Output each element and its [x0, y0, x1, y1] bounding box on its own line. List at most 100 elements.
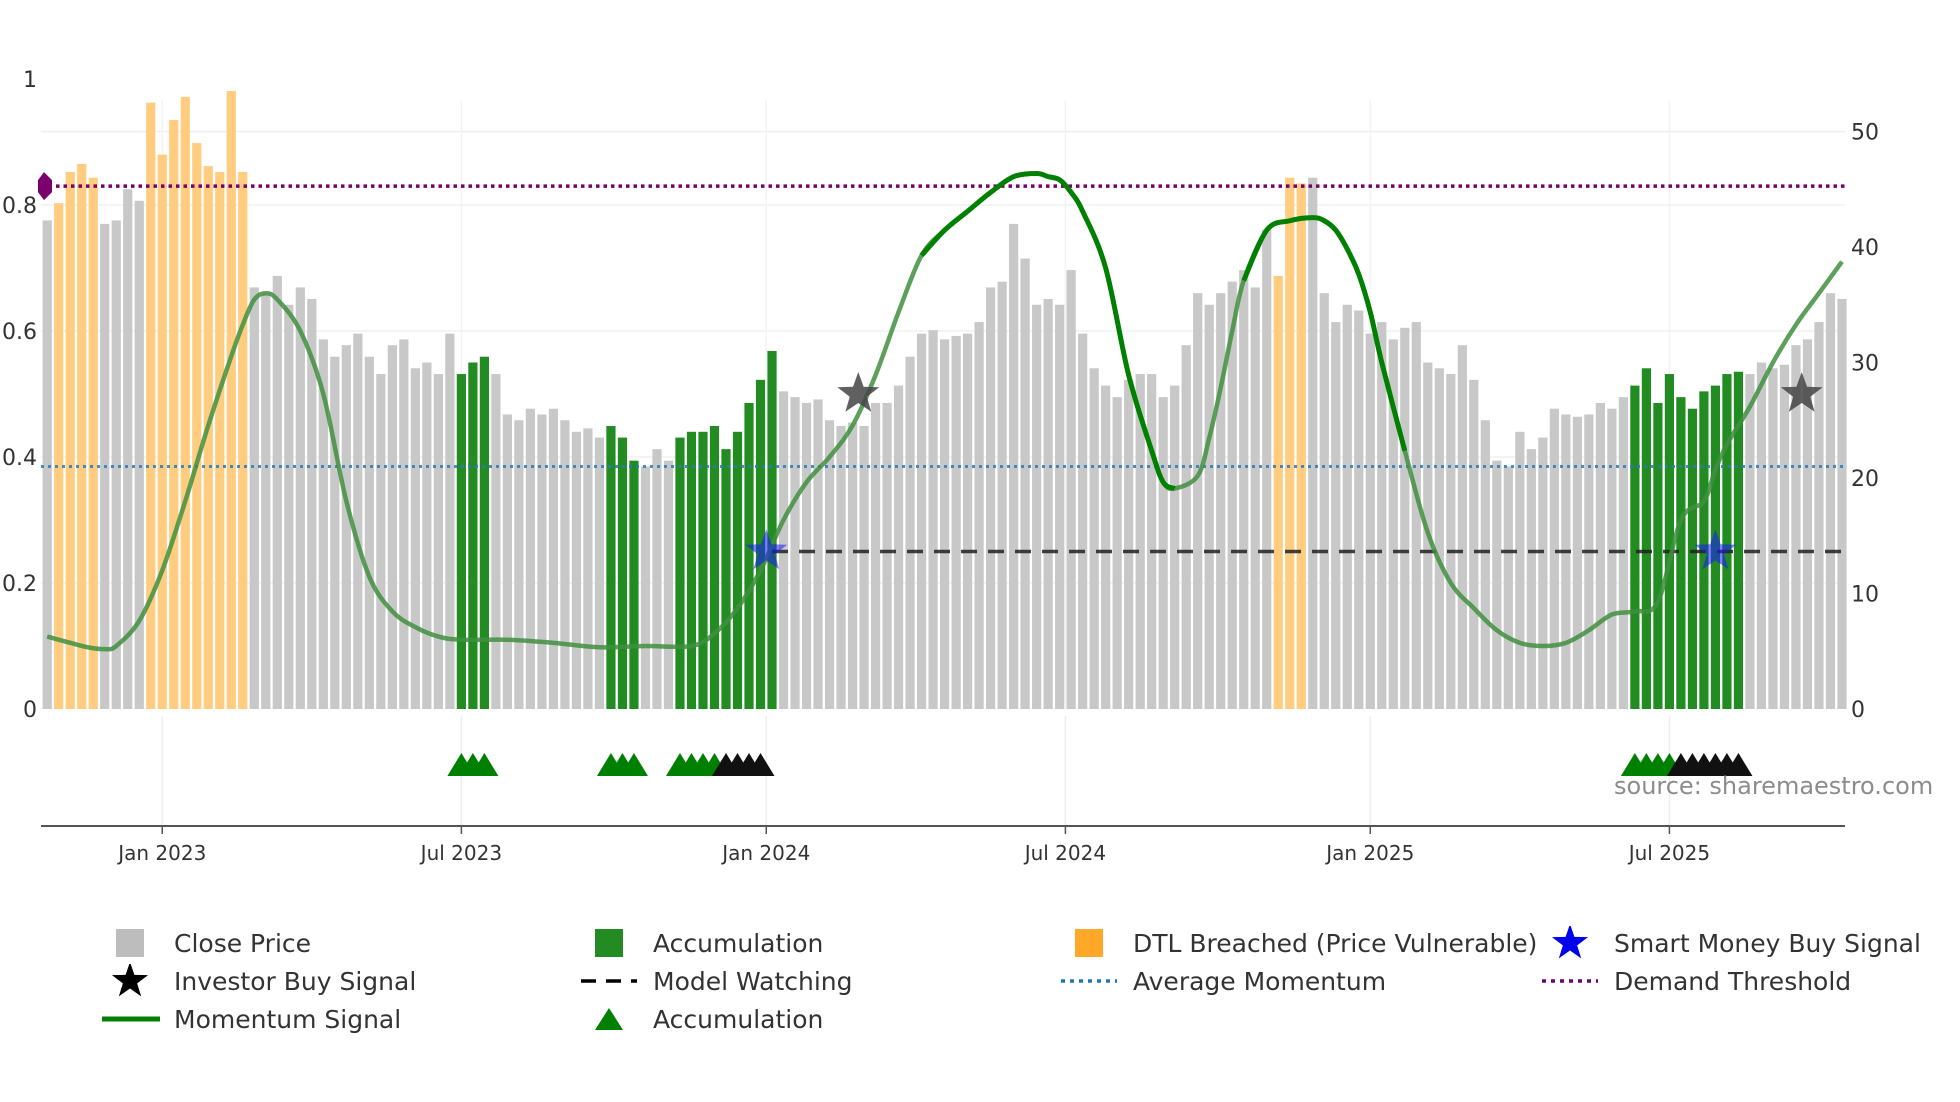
bar-close-price — [422, 362, 432, 709]
bar-close-price — [928, 330, 938, 709]
bar-close-price — [1549, 408, 1559, 709]
bar-accumulation — [606, 426, 616, 709]
bar-close-price — [560, 420, 570, 709]
axes: Jan 2023 Jul 2023 Jan 2024 Jul 2024 Jan 2025… — [2, 68, 1879, 865]
bar-close-price — [1446, 374, 1456, 709]
bar-close-price — [1055, 304, 1065, 709]
bar-close-price — [1492, 460, 1502, 709]
y-right-tick-label: 20 — [1851, 467, 1879, 492]
bar-dtl-breached — [146, 102, 156, 709]
bar-dtl-breached — [88, 177, 98, 709]
bar-dtl-breached — [1296, 183, 1306, 710]
bar-accumulation — [675, 437, 685, 709]
y-left-tick-label: 0.4 — [2, 446, 37, 471]
bar-close-price — [295, 287, 305, 709]
bar-close-price — [1135, 374, 1145, 709]
bar-close-price — [330, 356, 340, 709]
x-tick-label: Jan 2023 — [116, 841, 206, 865]
bar-close-price — [571, 431, 582, 709]
y-right-tick-label: 0 — [1851, 698, 1865, 723]
y-left-tick-label: 1 — [23, 68, 37, 93]
bar-close-price — [847, 422, 858, 709]
accumulation-marker — [619, 753, 648, 776]
bar-close-price — [986, 287, 996, 709]
bar-series — [42, 91, 1847, 710]
bar-dtl-breached — [77, 163, 87, 710]
x-tick-label: Jul 2024 — [1023, 841, 1106, 865]
bar-close-price — [1561, 414, 1571, 709]
bar-close-price — [1101, 385, 1111, 709]
bar-close-price — [893, 385, 904, 709]
bar-dtl-breached — [226, 91, 236, 709]
bar-close-price — [1802, 339, 1813, 709]
bar-close-price — [916, 333, 927, 709]
bar-close-price — [1262, 229, 1272, 710]
bar-close-price — [997, 281, 1007, 709]
y-right-tick-label: 10 — [1851, 583, 1879, 608]
bar-accumulation — [709, 426, 720, 709]
bar-close-price — [1250, 287, 1260, 709]
bar-close-price — [1342, 304, 1352, 709]
bar-close-price — [111, 220, 121, 709]
bar-accumulation — [1676, 397, 1686, 709]
bar-close-price — [663, 460, 674, 709]
bar-close-price — [1756, 362, 1767, 709]
bar-dtl-breached — [157, 154, 167, 710]
bar-close-price — [1227, 281, 1237, 709]
momentum-signal-strong — [1241, 215, 1408, 452]
bar-close-price — [813, 399, 823, 709]
bar-close-price — [1825, 293, 1836, 709]
bar-close-price — [134, 200, 144, 710]
bar-close-price — [1745, 374, 1755, 709]
bar-close-price — [652, 449, 662, 709]
smart-money-buy-signal — [1694, 529, 1737, 570]
bar-close-price — [1791, 345, 1801, 709]
bar-accumulation — [1733, 371, 1744, 709]
bar-close-price — [1147, 374, 1157, 709]
y-left-tick-label: 0 — [23, 698, 37, 723]
reference-lines — [38, 172, 1845, 554]
bar-close-price — [1503, 466, 1513, 709]
bar-accumulation — [686, 431, 697, 709]
bar-close-price — [284, 304, 294, 709]
bar-close-price — [272, 275, 282, 709]
y-left-tick-label: 0.6 — [2, 320, 37, 345]
bar-dtl-breached — [180, 96, 190, 710]
bar-accumulation — [1687, 408, 1698, 709]
bar-dtl-breached — [1273, 275, 1283, 709]
bar-close-price — [882, 402, 892, 709]
y-right-tick-label: 40 — [1851, 236, 1879, 261]
bar-dtl-breached — [54, 203, 64, 710]
x-tick-label: Jan 2024 — [720, 841, 810, 865]
investor-buy-signal — [837, 372, 880, 412]
bar-close-price — [1526, 449, 1536, 709]
accumulation-marker-dark — [1724, 753, 1753, 776]
bar-close-price — [594, 437, 605, 709]
bar-close-price — [1469, 379, 1479, 709]
bar-close-price — [859, 426, 869, 709]
x-tick-label: Jan 2025 — [1324, 841, 1414, 865]
bar-close-price — [974, 322, 984, 709]
bar-dtl-breached — [203, 166, 213, 709]
bar-close-price — [1308, 177, 1318, 709]
bar-accumulation — [767, 350, 777, 709]
investor-buy-signal — [1780, 372, 1823, 412]
bar-close-price — [376, 374, 386, 709]
bar-close-price — [1768, 368, 1778, 709]
bar-close-price — [1216, 293, 1226, 709]
bar-close-price — [548, 408, 559, 709]
bar-close-price — [1572, 416, 1582, 709]
bar-close-price — [905, 356, 915, 709]
bar-close-price — [1331, 322, 1341, 709]
accumulation-marker-dark — [746, 753, 775, 776]
bar-close-price — [1607, 408, 1617, 709]
bar-close-price — [249, 287, 259, 709]
bar-close-price — [1239, 270, 1249, 709]
bar-close-price — [1078, 333, 1088, 709]
bar-close-price — [1089, 368, 1099, 709]
bar-close-price — [307, 298, 317, 709]
bar-accumulation — [479, 356, 489, 709]
bar-close-price — [1480, 420, 1490, 709]
y-left-tick-label: 0.2 — [2, 572, 37, 597]
y-left-tick-label: 0.8 — [2, 194, 37, 219]
